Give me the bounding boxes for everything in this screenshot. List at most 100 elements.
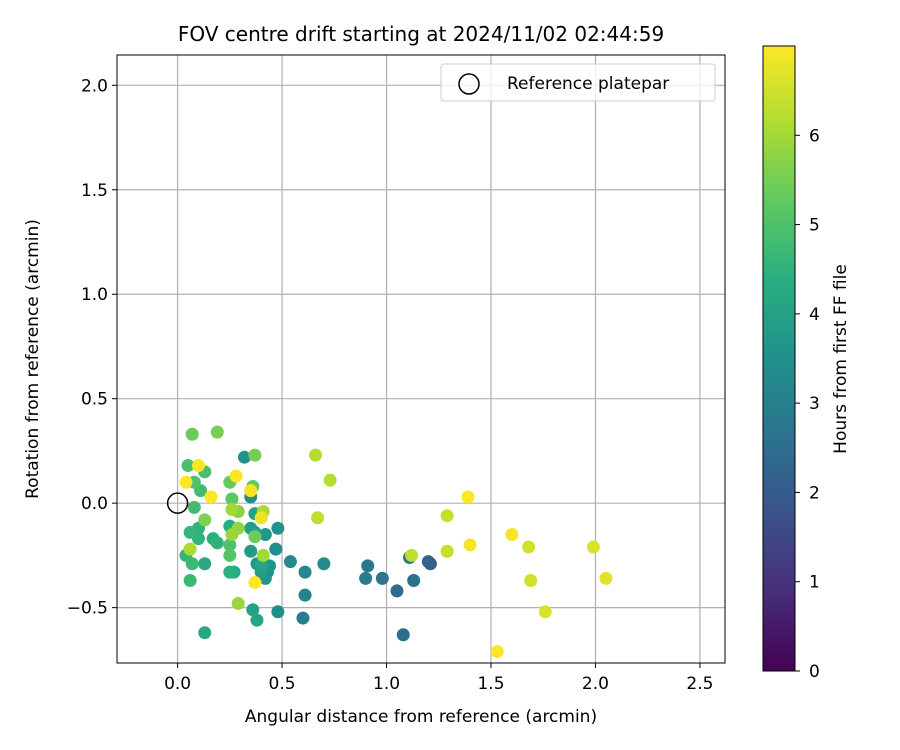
data-point — [179, 475, 193, 489]
data-point — [390, 584, 404, 598]
data-point — [283, 555, 297, 569]
data-point — [250, 613, 264, 627]
data-point — [185, 557, 199, 571]
y-tick-label: 1.0 — [81, 285, 108, 305]
data-point — [244, 544, 258, 558]
data-point — [538, 605, 552, 619]
data-point — [248, 576, 262, 590]
data-point — [311, 511, 325, 525]
data-point — [246, 603, 260, 617]
data-point — [210, 425, 224, 439]
data-point — [323, 473, 337, 487]
data-point — [308, 448, 322, 462]
y-tick-label: 0.0 — [81, 494, 108, 514]
data-point — [225, 492, 239, 506]
data-point — [254, 511, 268, 525]
data-point — [237, 450, 251, 464]
data-point — [440, 509, 454, 523]
data-point — [586, 540, 600, 554]
data-point — [183, 542, 197, 556]
colorbar: 0 1 2 3 4 5 6 Hours from first FF file — [762, 45, 851, 682]
data-point — [248, 530, 262, 544]
data-point — [298, 565, 312, 579]
plot-frame — [116, 54, 726, 664]
data-point — [185, 427, 199, 441]
data-point — [225, 502, 239, 516]
data-point — [317, 557, 331, 571]
data-point — [269, 542, 283, 556]
colorbar-tick-label: 2 — [809, 483, 820, 503]
colorbar-gradient — [762, 45, 796, 672]
data-point — [405, 548, 419, 562]
data-point — [225, 528, 239, 542]
data-point — [490, 645, 504, 659]
x-tick-label: 1.5 — [477, 674, 504, 694]
data-point — [223, 538, 237, 552]
data-point — [231, 596, 245, 610]
y-tick-label: 1.5 — [81, 181, 108, 201]
x-tick-label: 0.5 — [269, 674, 296, 694]
y-axis-ticks: −0.5 0.0 0.5 1.0 1.5 2.0 — [67, 76, 117, 619]
x-tick-label: 0.0 — [164, 674, 191, 694]
data-point — [440, 544, 454, 558]
colorbar-tick-label: 5 — [809, 216, 820, 236]
data-point — [463, 538, 477, 552]
data-point — [210, 536, 224, 550]
data-point — [421, 555, 435, 569]
colorbar-ticks: 0 1 2 3 4 5 6 — [795, 126, 820, 682]
chart-title: FOV centre drift starting at 2024/11/02 … — [178, 22, 664, 46]
data-point — [522, 540, 536, 554]
x-axis-label: Angular distance from reference (arcmin) — [245, 707, 597, 727]
data-point — [248, 448, 262, 462]
data-point — [191, 459, 205, 473]
y-axis-label: Rotation from reference (arcmin) — [23, 219, 43, 499]
legend-box — [440, 63, 716, 102]
colorbar-tick-label: 3 — [809, 394, 820, 414]
data-point — [204, 490, 218, 504]
data-point — [181, 459, 195, 473]
data-point — [375, 571, 389, 585]
data-point — [271, 521, 285, 535]
legend-label-reference: Reference platepar — [507, 74, 669, 94]
data-point — [599, 571, 613, 585]
data-point — [505, 528, 519, 542]
data-point — [187, 500, 201, 514]
x-tick-label: 2.5 — [686, 674, 713, 694]
data-points — [179, 425, 613, 659]
data-point — [258, 528, 272, 542]
data-point — [407, 573, 421, 587]
data-point — [223, 565, 237, 579]
data-point — [396, 628, 410, 642]
legend: Reference platepar — [440, 63, 716, 102]
colorbar-tick-label: 4 — [809, 305, 820, 325]
data-point — [524, 573, 538, 587]
colorbar-tick-label: 0 — [809, 662, 820, 682]
data-point — [223, 548, 237, 562]
data-point — [198, 557, 212, 571]
y-tick-label: 2.0 — [81, 76, 108, 96]
reference-marker — [166, 492, 189, 514]
data-point — [271, 605, 285, 619]
x-axis-ticks: 0.0 0.5 1.0 1.5 2.0 2.5 — [164, 663, 713, 694]
data-point — [183, 525, 197, 539]
y-tick-label: 0.5 — [81, 390, 108, 410]
data-point — [183, 573, 197, 587]
legend-marker-reference — [458, 73, 480, 95]
data-point — [198, 626, 212, 640]
data-point — [198, 513, 212, 527]
y-tick-label: −0.5 — [67, 599, 108, 619]
data-point — [359, 571, 373, 585]
colorbar-tick-label: 1 — [809, 573, 820, 593]
x-tick-label: 2.0 — [582, 674, 609, 694]
x-tick-label: 1.0 — [373, 674, 400, 694]
grid-lines — [117, 55, 725, 663]
data-point — [256, 548, 270, 562]
data-point — [229, 469, 243, 483]
data-point — [296, 611, 310, 625]
data-point — [298, 588, 312, 602]
data-point — [254, 559, 268, 573]
colorbar-label: Hours from first FF file — [831, 264, 851, 454]
data-point — [461, 490, 475, 504]
data-point — [361, 559, 375, 573]
